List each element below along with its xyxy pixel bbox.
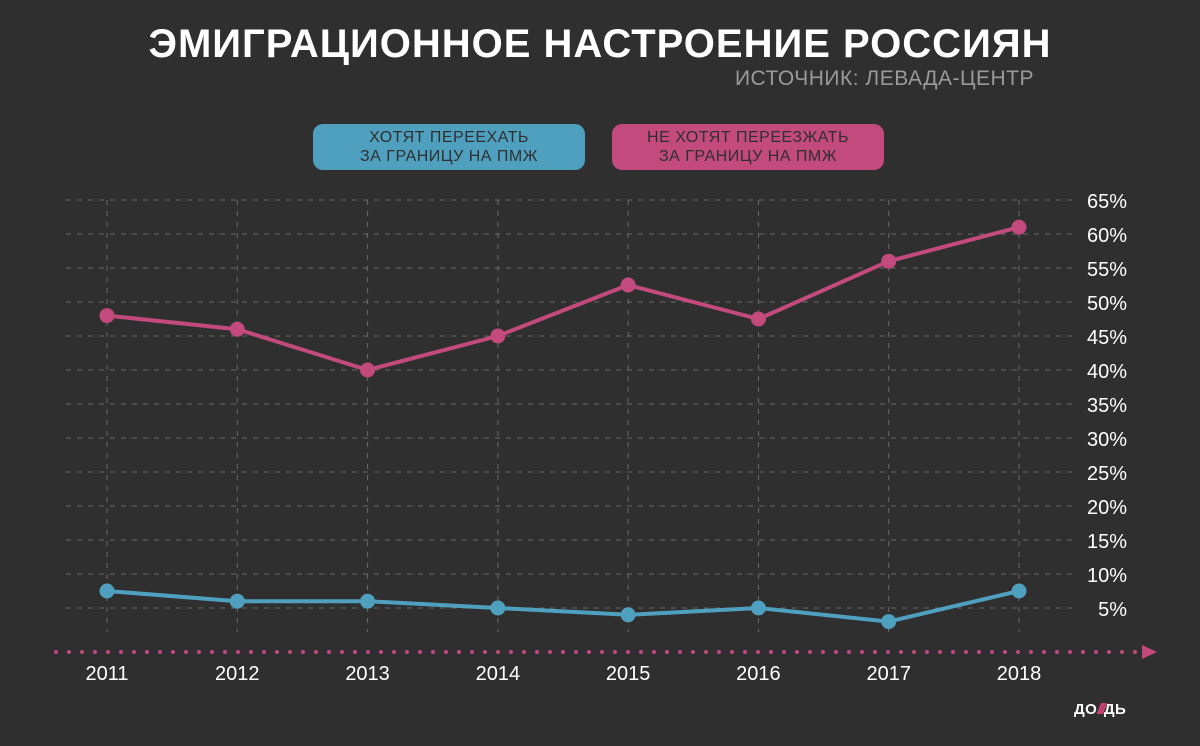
x-tick-label: 2013 bbox=[345, 663, 390, 685]
x-tick-label: 2014 bbox=[476, 663, 521, 685]
data-point-series-1 bbox=[360, 362, 376, 378]
y-tick-label: 65% bbox=[1087, 191, 1127, 213]
y-tick-label: 35% bbox=[1087, 395, 1127, 417]
legend-item-do-not-want-to-emigrate: НЕ ХОТЯТ ПЕРЕЕЗЖАТЬ ЗА ГРАНИЦУ НА ПМЖ bbox=[612, 124, 884, 170]
data-point-series-0 bbox=[99, 583, 115, 599]
data-point-series-0 bbox=[1011, 583, 1027, 599]
data-point-series-0 bbox=[881, 614, 897, 630]
data-point-series-0 bbox=[490, 600, 506, 616]
y-tick-label: 45% bbox=[1087, 327, 1127, 349]
chart-subtitle: ИСТОЧНИК: ЛЕВАДА-ЦЕНТР bbox=[734, 67, 1034, 90]
y-tick-label: 5% bbox=[1098, 599, 1127, 621]
data-point-series-0 bbox=[360, 593, 376, 609]
data-point-series-1 bbox=[881, 253, 897, 269]
y-tick-label: 30% bbox=[1087, 429, 1127, 451]
x-tick-label: 2015 bbox=[606, 663, 651, 685]
chart-title: ЭМИГРАЦИОННОЕ НАСТРОЕНИЕ РОССИЯН bbox=[148, 22, 1052, 66]
data-point-series-1 bbox=[750, 311, 766, 327]
y-tick-label: 15% bbox=[1087, 531, 1127, 553]
data-point-series-0 bbox=[750, 600, 766, 616]
data-point-series-0 bbox=[229, 593, 245, 609]
x-tick-label: 2016 bbox=[736, 663, 781, 685]
data-point-series-1 bbox=[620, 277, 636, 293]
x-tick-label: 2017 bbox=[866, 663, 911, 685]
y-tick-label: 50% bbox=[1087, 293, 1127, 315]
x-tick-label: 2018 bbox=[997, 663, 1042, 685]
series-line-0 bbox=[105, 589, 1021, 624]
y-tick-label: 55% bbox=[1087, 259, 1127, 281]
x-axis-arrow bbox=[1142, 645, 1157, 659]
dozhd-logo: ДО///ДЬ bbox=[1074, 701, 1127, 718]
data-point-series-1 bbox=[99, 308, 115, 324]
y-tick-label: 20% bbox=[1087, 497, 1127, 519]
data-point-series-0 bbox=[620, 607, 636, 623]
data-point-series-1 bbox=[1011, 219, 1027, 235]
x-tick-label: 2012 bbox=[215, 663, 260, 685]
y-tick-label: 25% bbox=[1087, 463, 1127, 485]
x-tick-label: 2011 bbox=[85, 663, 128, 685]
y-tick-label: 40% bbox=[1087, 361, 1127, 383]
series-line-1 bbox=[105, 225, 1021, 372]
y-tick-label: 60% bbox=[1087, 225, 1127, 247]
y-tick-label: 10% bbox=[1087, 565, 1127, 587]
data-point-series-1 bbox=[229, 321, 245, 337]
data-point-series-1 bbox=[490, 328, 506, 344]
legend-item-want-to-emigrate: ХОТЯТ ПЕРЕЕХАТЬ ЗА ГРАНИЦУ НА ПМЖ bbox=[313, 124, 585, 170]
